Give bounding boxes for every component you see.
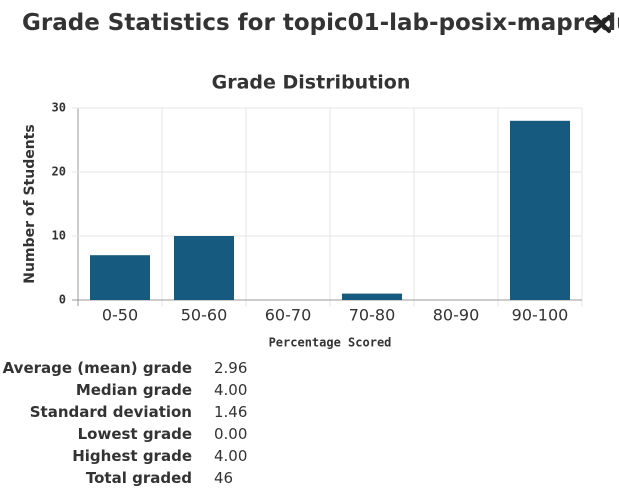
stat-value: 0.00 (214, 425, 248, 443)
stats-row: Highest grade 4.00 (0, 445, 247, 467)
x-tick-label: 80-90 (433, 306, 480, 325)
stat-value: 1.46 (214, 403, 248, 421)
stats-row: Total graded 46 (0, 467, 247, 489)
bar (510, 120, 570, 300)
stat-label: Standard deviation (29, 403, 192, 421)
stat-value: 4.00 (214, 381, 248, 399)
stat-value: 4.00 (214, 447, 248, 465)
stats-row: Lowest grade 0.00 (0, 423, 248, 445)
stats-row: Median grade 4.00 (0, 379, 248, 401)
x-tick-label: 90-100 (512, 306, 569, 325)
chart: Grade Distribution Percentage Scored Num… (22, 72, 583, 350)
dialog-title: Grade Statistics for topic01-lab-posix-m… (22, 10, 619, 36)
y-axis-label: Number of Students (22, 124, 38, 283)
y-tick-label: 20 (52, 165, 66, 179)
stats-row: Average (mean) grade 2.96 (0, 357, 248, 379)
stat-label: Lowest grade (77, 425, 192, 443)
x-axis-label: Percentage Scored (269, 336, 392, 350)
stat-label: Median grade (75, 381, 192, 399)
y-tick-label: 0 (59, 293, 66, 307)
stats-table: Average (mean) grade 2.96 Median grade 4.00… (0, 357, 248, 489)
x-tick-label: 0-50 (102, 306, 138, 325)
stat-label: Average (mean) grade (2, 359, 192, 377)
y-tick-label: 30 (52, 101, 66, 115)
y-tick-label: 10 (52, 229, 66, 243)
close-button[interactable] (592, 14, 612, 34)
x-tick-label: 70-80 (349, 306, 396, 325)
bar (90, 255, 150, 300)
stats-row: Standard deviation 1.46 (0, 401, 248, 423)
bar (342, 293, 402, 300)
stat-label: Highest grade (72, 447, 192, 465)
stat-value: 46 (214, 469, 234, 487)
x-tick-label: 60-70 (265, 306, 312, 325)
stat-label: Total graded (85, 469, 192, 487)
chart-title: Grade Distribution (212, 72, 411, 94)
bar (174, 236, 234, 300)
x-tick-label: 50-60 (181, 306, 228, 325)
stat-value: 2.96 (214, 359, 248, 377)
